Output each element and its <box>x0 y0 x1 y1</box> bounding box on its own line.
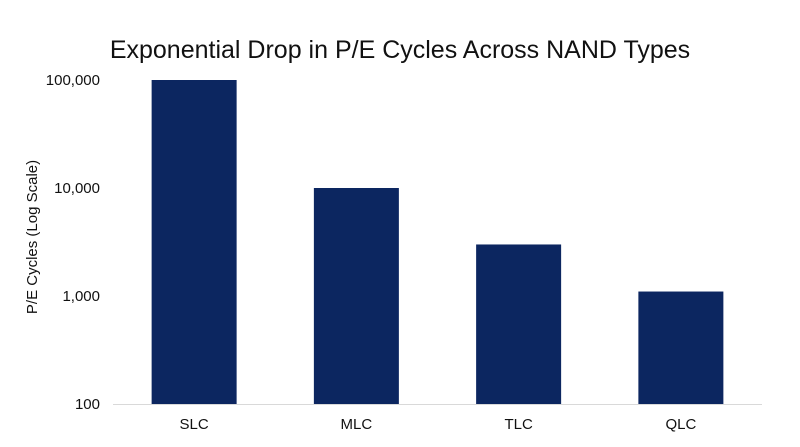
chart-title: Exponential Drop in P/E Cycles Across NA… <box>110 36 690 64</box>
y-axis-title: P/E Cycles (Log Scale) <box>24 160 41 314</box>
y-tick-label: 10,000 <box>54 180 100 197</box>
bar-qlc <box>638 291 724 404</box>
y-tick-label: 100,000 <box>46 72 100 89</box>
bar-slc <box>151 80 237 404</box>
x-tick-label: QLC <box>665 416 696 433</box>
bars <box>151 80 724 404</box>
y-tick-label: 100 <box>75 396 100 413</box>
bar-tlc <box>476 244 562 404</box>
x-tick-label: TLC <box>504 416 533 433</box>
x-tick-label: SLC <box>180 416 209 433</box>
y-tick-label: 1,000 <box>62 288 100 305</box>
x-tick-label: MLC <box>341 416 373 433</box>
x-axis-ticks: SLC MLC TLC QLC <box>180 416 697 433</box>
y-axis-ticks: 100 1,000 10,000 100,000 <box>46 72 100 413</box>
bar-mlc <box>313 188 399 404</box>
